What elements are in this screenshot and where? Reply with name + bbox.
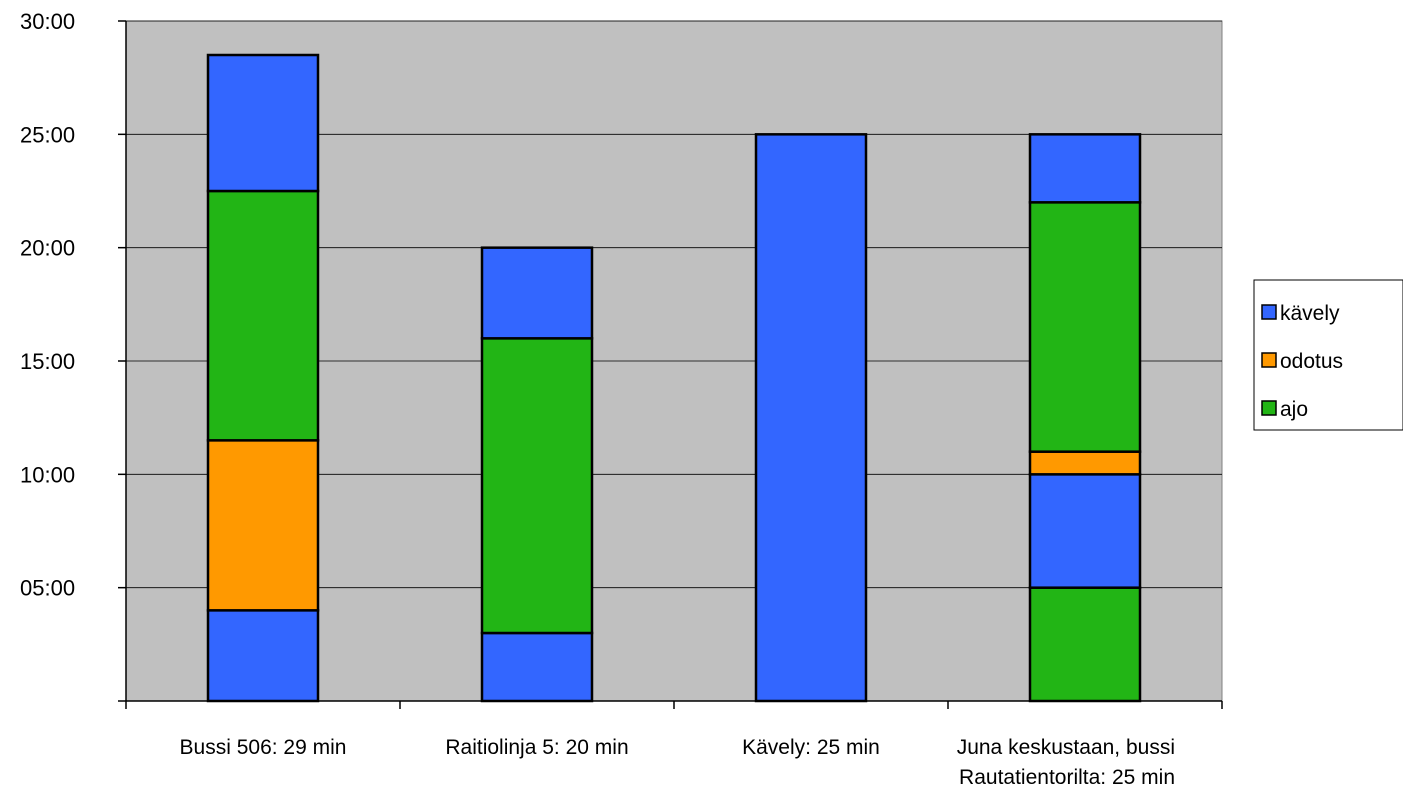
legend: kävely odotus ajo bbox=[1253, 279, 1403, 431]
legend-box bbox=[1253, 279, 1403, 431]
bar-segment-kävely bbox=[206, 609, 320, 703]
bar-segment-ajo bbox=[206, 189, 320, 442]
bar-segment-kävely bbox=[754, 133, 868, 703]
bar-segment-ajo bbox=[480, 337, 594, 635]
y-tick-label: 05:00 bbox=[20, 576, 75, 601]
bar-segment-kävely bbox=[480, 246, 594, 340]
bar-segment-odotus bbox=[206, 439, 320, 612]
legend-label: odotus bbox=[1280, 350, 1343, 373]
legend-label: ajo bbox=[1280, 398, 1308, 421]
x-category-label: Bussi 506: 29 min bbox=[180, 736, 347, 759]
legend-swatch bbox=[1261, 352, 1277, 368]
bar-segment-ajo bbox=[1028, 201, 1142, 453]
bars bbox=[206, 53, 1142, 703]
x-category-label: Kävely: 25 min bbox=[742, 736, 880, 759]
bar-segment-ajo bbox=[1028, 586, 1142, 703]
legend-label: kävely bbox=[1280, 302, 1340, 325]
x-category-label: Rautatientorilta: 25 min bbox=[959, 766, 1175, 786]
y-tick-label: 30:00 bbox=[20, 9, 75, 34]
legend-swatch bbox=[1261, 400, 1277, 416]
x-category-labels: Bussi 506: 29 min Raitiolinja 5: 20 min Kä… bbox=[180, 736, 1175, 786]
y-tick-labels: 05:00 10:00 15:00 20:00 25:00 30:00 bbox=[20, 9, 75, 601]
y-tick-label: 15:00 bbox=[20, 349, 75, 374]
y-tick-label: 10:00 bbox=[20, 462, 75, 487]
x-category-label: Raitiolinja 5: 20 min bbox=[445, 736, 628, 759]
legend-swatch bbox=[1261, 304, 1277, 320]
y-tick-label: 20:00 bbox=[20, 236, 75, 261]
bar-segment-kävely bbox=[480, 631, 594, 703]
axes bbox=[118, 20, 1223, 709]
bar-segment-odotus bbox=[1028, 450, 1142, 476]
bar-segment-kävely bbox=[1028, 133, 1142, 204]
bar-segment-kävely bbox=[1028, 473, 1142, 589]
y-tick-label: 25:00 bbox=[20, 122, 75, 147]
bar-segment-kävely bbox=[206, 53, 320, 193]
x-category-label: Juna keskustaan, bussi bbox=[957, 736, 1175, 759]
